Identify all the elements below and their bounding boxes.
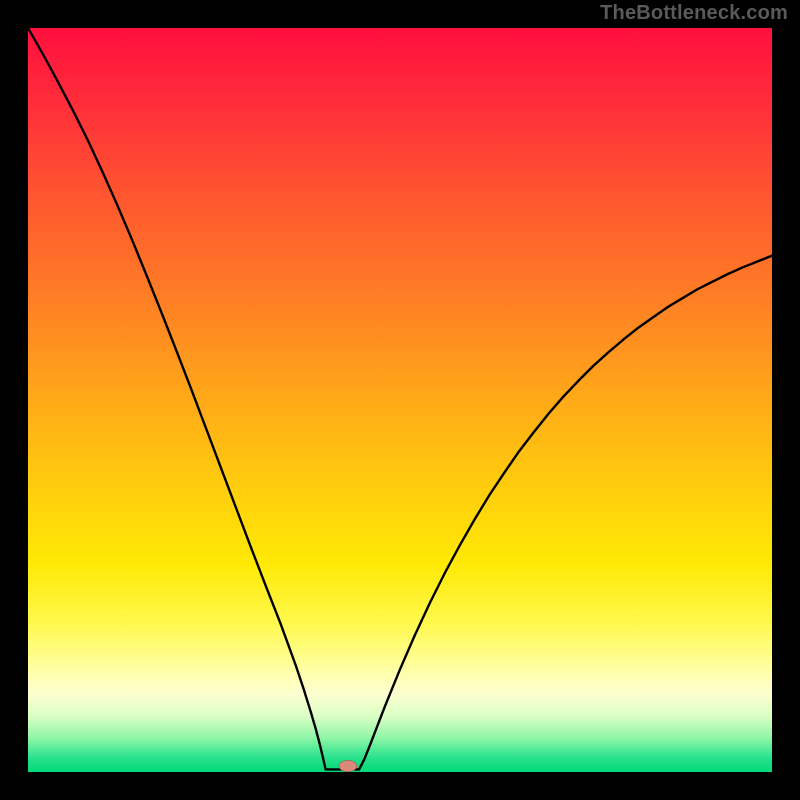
chart-container: TheBottleneck.com bbox=[0, 0, 800, 800]
plot-svg bbox=[28, 28, 772, 772]
plot-frame bbox=[28, 28, 772, 772]
minimum-marker bbox=[339, 760, 357, 771]
gradient-fill-rect bbox=[28, 28, 772, 772]
watermark-text: TheBottleneck.com bbox=[600, 2, 788, 25]
